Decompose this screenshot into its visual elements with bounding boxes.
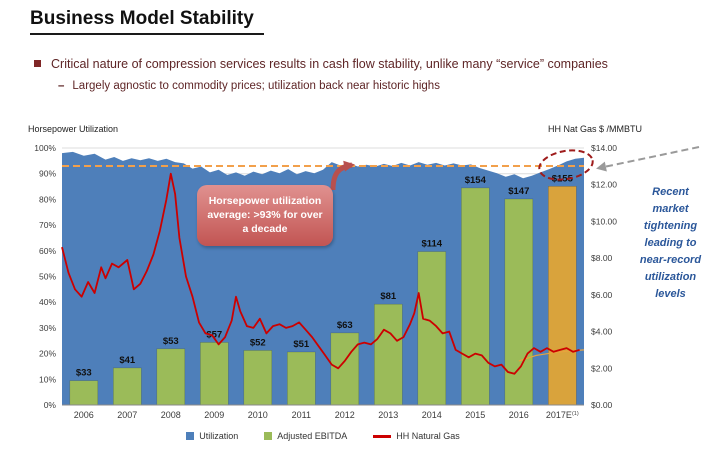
ebitda-bar bbox=[113, 367, 142, 406]
ebitda-bar bbox=[243, 350, 273, 406]
left-axis-tick-label: 20% bbox=[39, 349, 56, 359]
ebitda-bar bbox=[286, 351, 316, 406]
bullet-text: Critical nature of compression services … bbox=[51, 57, 608, 71]
x-axis-label: 2006 bbox=[74, 410, 94, 420]
bullet-square-icon bbox=[34, 60, 41, 67]
ebitda-bar-label: $51 bbox=[293, 339, 310, 350]
ebitda-swatch-icon bbox=[264, 432, 273, 440]
utilization-ebitda-gas-chart: 0% 10% 20% 30% 40% 50% 60% 70% 80% 90% 100% $0.00 $2… bbox=[28, 124, 700, 420]
ebitda-bar-label: $154 bbox=[465, 175, 487, 186]
right-axis-tick-label: $0.00 bbox=[591, 400, 613, 410]
ebitda-bar bbox=[69, 380, 99, 406]
left-axis-tick-label: 60% bbox=[39, 246, 56, 256]
right-axis-tick-label: $8.00 bbox=[591, 253, 613, 263]
ebitda-bar bbox=[200, 342, 229, 406]
ebitda-bar-label: $81 bbox=[380, 291, 397, 302]
utilization-swatch-icon bbox=[186, 432, 195, 440]
x-axis-label: 2008 bbox=[161, 410, 181, 420]
left-axis-tick-label: 80% bbox=[39, 194, 56, 204]
gas-price-line bbox=[61, 172, 580, 375]
right-axis-tick-label: $2.00 bbox=[591, 363, 613, 373]
right-axis-title: HH Nat Gas $ /MMBTU bbox=[548, 124, 642, 134]
left-axis-tick-label: 100% bbox=[34, 143, 56, 153]
bullet-item: Critical nature of compression services … bbox=[32, 55, 680, 73]
ebitda-bar bbox=[460, 187, 490, 406]
chart-legend: Utilization Adjusted EBITDA HH Natural G… bbox=[62, 431, 584, 441]
ebitda-bar-label: $114 bbox=[421, 239, 442, 250]
callout-box: Horsepower utilization average: >93% for… bbox=[197, 185, 333, 246]
left-axis-tick-label: 50% bbox=[39, 272, 56, 282]
ebitda-bar-label: $63 bbox=[337, 320, 353, 331]
ebitda-bar-label: $33 bbox=[76, 368, 92, 379]
sub-bullet-item: – Largely agnostic to commodity prices; … bbox=[58, 78, 680, 94]
ebitda-bar bbox=[156, 348, 186, 406]
left-axis-tick-label: 30% bbox=[39, 323, 56, 333]
right-axis-tick-label: $6.00 bbox=[591, 290, 613, 300]
left-axis-tick-label: 70% bbox=[39, 220, 56, 230]
legend-item-gas: HH Natural Gas bbox=[373, 431, 460, 441]
x-axis-label: 2015 bbox=[465, 410, 485, 420]
right-axis-tick-label: $12.00 bbox=[591, 180, 617, 190]
ebitda-bar-label: $53 bbox=[163, 336, 179, 347]
ebitda-bar bbox=[547, 186, 577, 406]
right-axis-tick-label: $10.00 bbox=[591, 216, 617, 226]
legend-item-utilization: Utilization bbox=[186, 431, 238, 441]
ebitda-bar-label: $147 bbox=[508, 186, 529, 197]
x-axis-label: 2010 bbox=[248, 410, 268, 420]
callout-arrow bbox=[330, 160, 355, 191]
x-axis-label: 2011 bbox=[292, 410, 311, 420]
legend-item-ebitda: Adjusted EBITDA bbox=[264, 431, 347, 441]
x-axis-label: 2009 bbox=[204, 410, 224, 420]
legend-label: Adjusted EBITDA bbox=[277, 431, 348, 441]
ebitda-bar bbox=[330, 332, 360, 406]
ebitda-bar-label: $41 bbox=[119, 355, 136, 366]
x-axis-label: 2007 bbox=[117, 410, 137, 420]
right-axis-tick-label: $4.00 bbox=[591, 327, 613, 337]
left-axis-tick-label: 10% bbox=[39, 374, 56, 384]
x-axis-label: 2014 bbox=[422, 410, 442, 420]
left-axis-tick-label: 0% bbox=[44, 400, 57, 410]
ebitda-bar bbox=[417, 251, 447, 406]
annotation-text: Recent market tightening leading to near… bbox=[639, 186, 702, 301]
right-axis-tick-label: $14.00 bbox=[591, 143, 617, 153]
ebitda-bar bbox=[504, 198, 534, 406]
ebitda-bar bbox=[373, 303, 403, 406]
bullet-list: Critical nature of compression services … bbox=[32, 55, 680, 94]
page-title: Business Model Stability bbox=[30, 8, 264, 35]
ebitda-bar-label: $52 bbox=[250, 337, 266, 348]
left-axis-tick-label: 90% bbox=[39, 169, 56, 179]
dash-bullet-icon: – bbox=[58, 80, 65, 93]
left-axis-title: Horsepower Utilization bbox=[28, 124, 118, 134]
x-axis-label: 2012 bbox=[335, 410, 355, 420]
x-axis-label: 2016 bbox=[509, 410, 529, 420]
x-axis-label: 2017E(1) bbox=[546, 410, 579, 420]
left-axis-tick-label: 40% bbox=[39, 297, 56, 307]
sub-bullet-text: Largely agnostic to commodity prices; ut… bbox=[72, 80, 440, 93]
gas-line-swatch-icon bbox=[373, 434, 392, 438]
annotation-arrow bbox=[596, 146, 700, 172]
legend-label: HH Natural Gas bbox=[396, 431, 460, 441]
ebitda-bar-label: $57 bbox=[206, 329, 222, 340]
legend-label: Utilization bbox=[199, 431, 239, 441]
x-axis-label: 2013 bbox=[378, 410, 398, 420]
